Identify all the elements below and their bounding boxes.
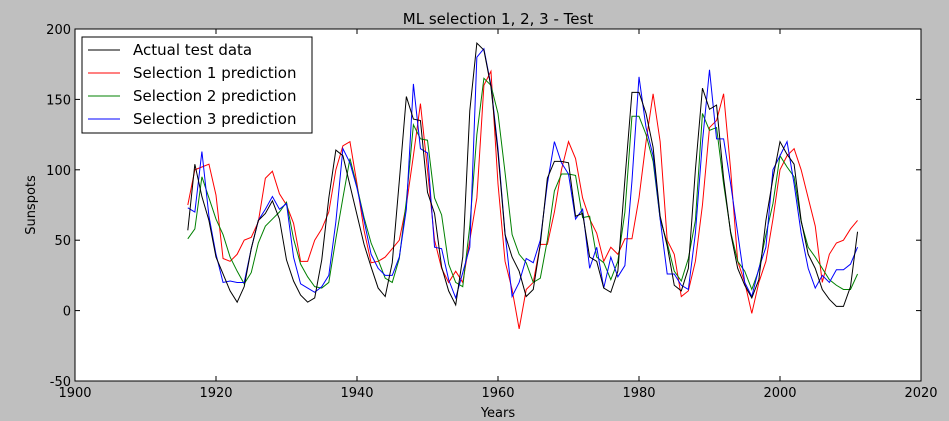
- series-line-3: [187, 77, 859, 291]
- legend-label-1: Actual test data: [133, 41, 252, 59]
- y-tick-label: 0: [63, 305, 71, 320]
- series-line-4: [187, 47, 859, 300]
- y-tick-label: 50: [54, 234, 71, 249]
- x-tick-label: 1980: [622, 386, 655, 401]
- series-layer: [187, 41, 859, 329]
- x-tick-label: 1900: [58, 386, 91, 401]
- chart-title: ML selection 1, 2, 3 - Test: [403, 10, 594, 28]
- y-tick-label: -50: [50, 375, 71, 390]
- legend-box: [81, 36, 313, 134]
- legend-label-4: Selection 3 prediction: [133, 110, 296, 128]
- series-line-1: [187, 41, 859, 307]
- x-tick-label: 1960: [481, 386, 514, 401]
- y-axis-label: Sunspots: [24, 175, 39, 235]
- y-tick-label: 200: [46, 23, 71, 38]
- y-tick-label: 100: [46, 164, 71, 179]
- x-tick-label: 1940: [340, 386, 373, 401]
- ticks-layer: 1900 1920 1940 1960 1980 2000 2020 -50 0 50 100 150…: [46, 23, 937, 401]
- legend-label-2: Selection 1 prediction: [133, 64, 296, 82]
- y-tick-label: 150: [46, 93, 71, 108]
- x-tick-label: 2000: [763, 386, 796, 401]
- x-tick-label: 2020: [904, 386, 937, 401]
- legend: Actual test data Selection 1 prediction Se…: [81, 36, 313, 134]
- x-axis-label: Years: [480, 406, 516, 421]
- x-tick-label: 1920: [199, 386, 232, 401]
- legend-label-3: Selection 2 prediction: [133, 87, 296, 105]
